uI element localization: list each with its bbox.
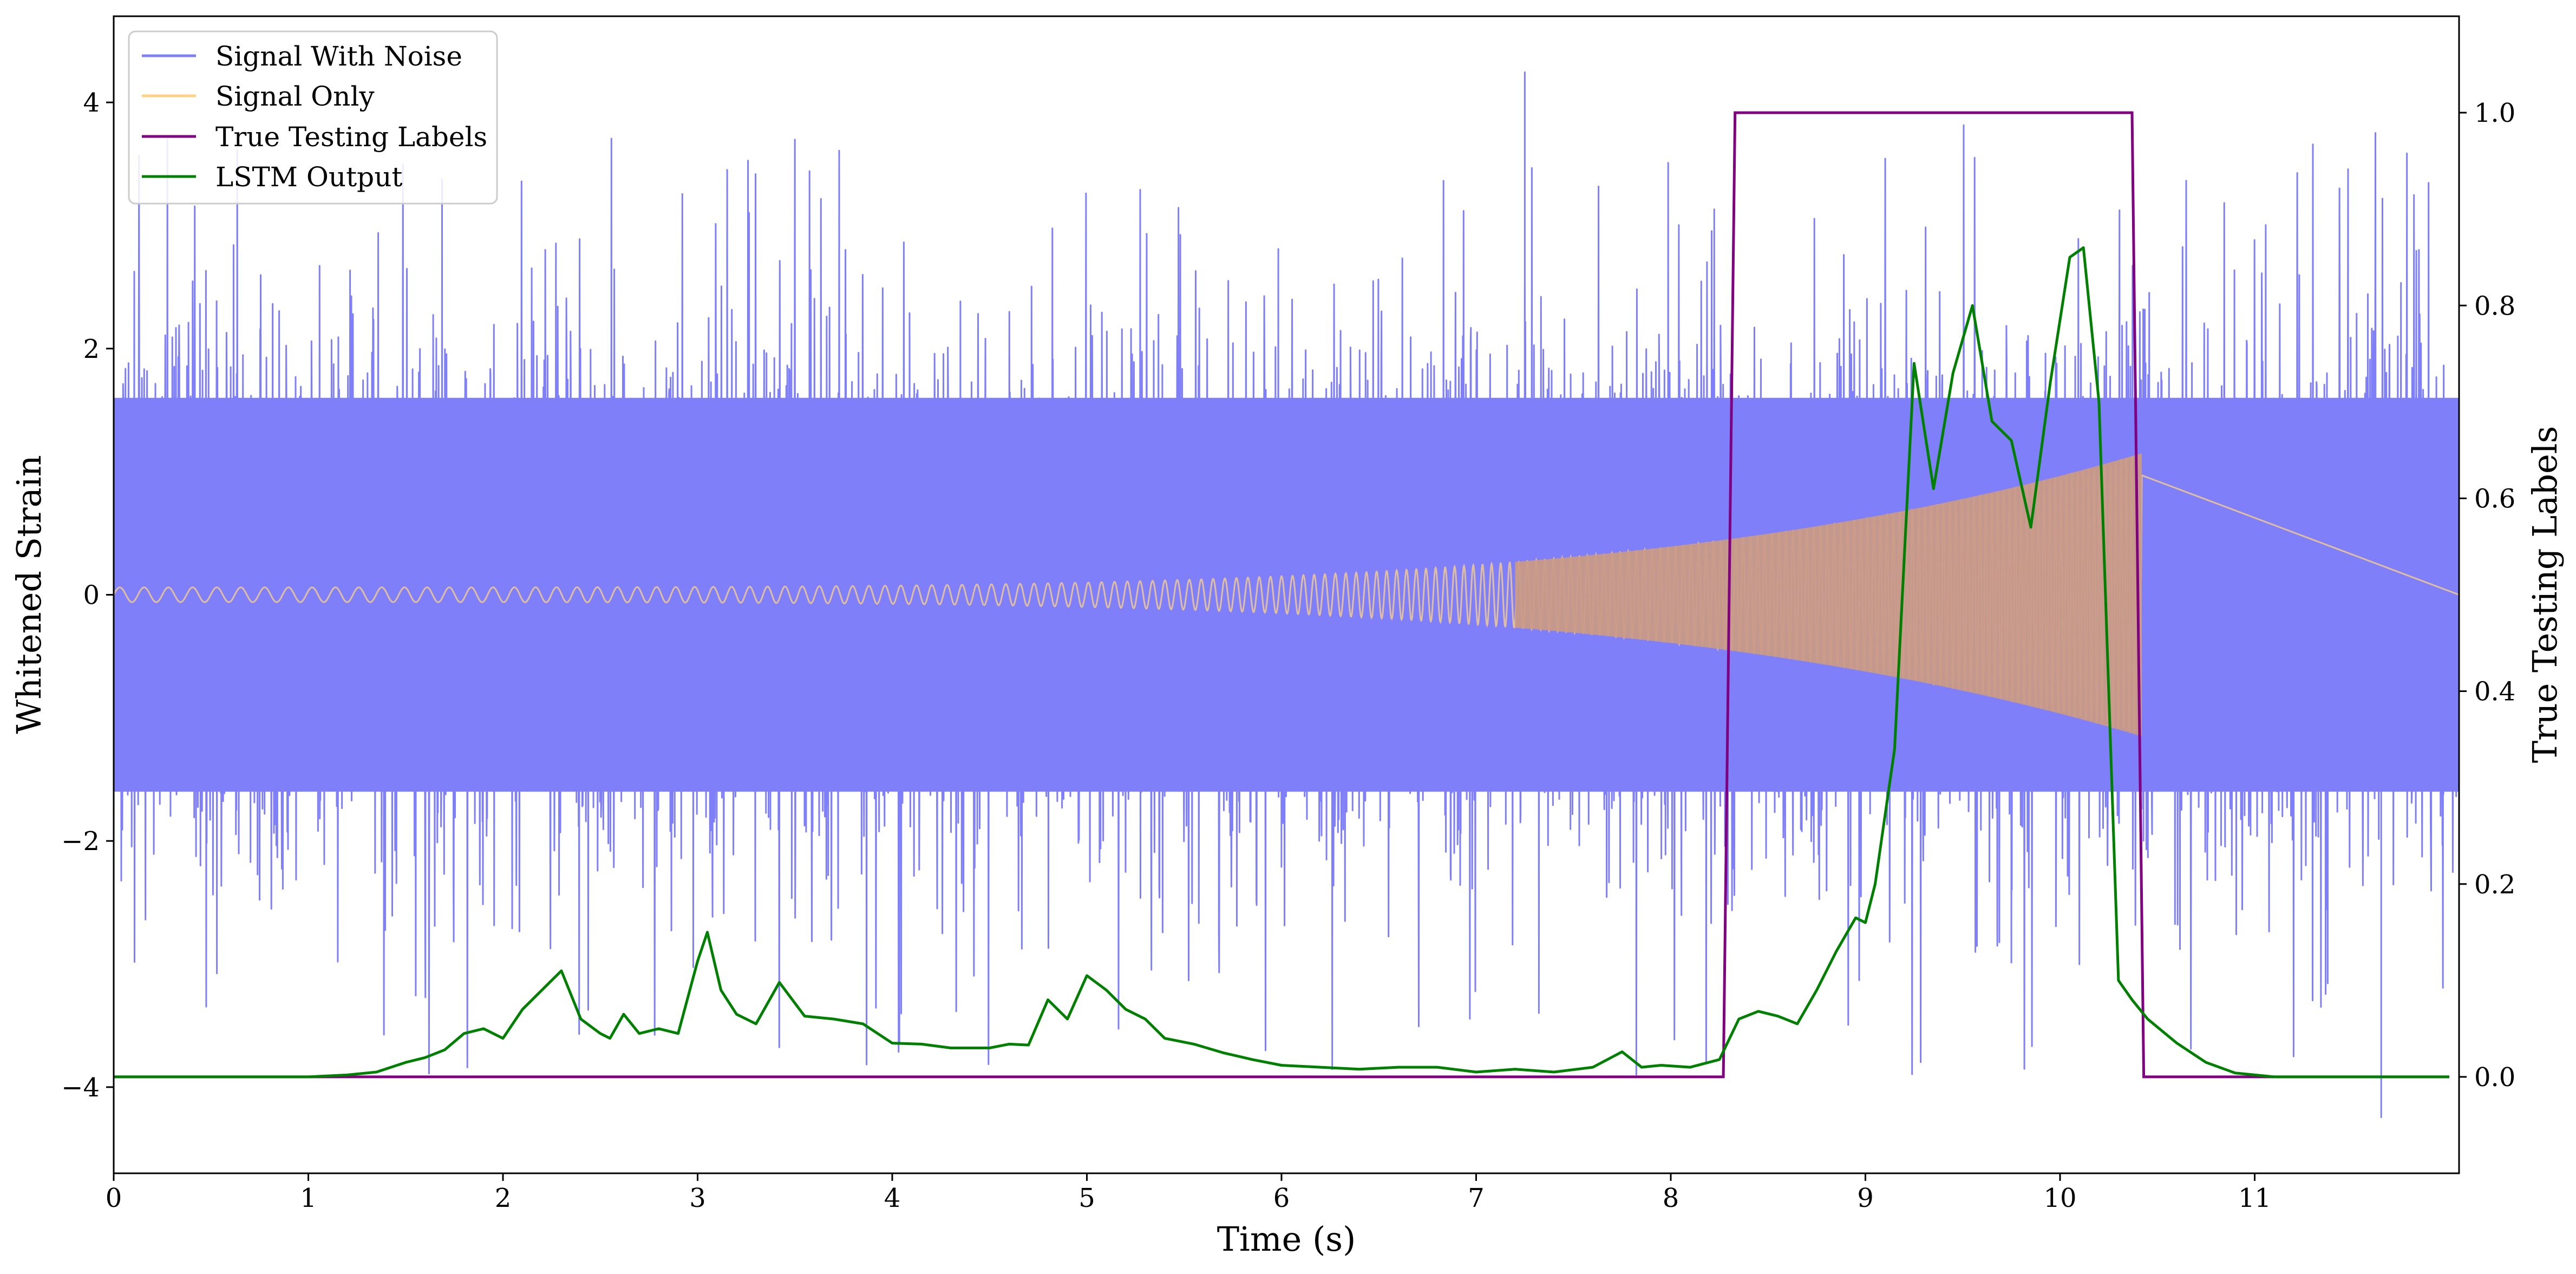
legend-box [128,30,498,205]
x-tick-label: 7 [1468,1183,1485,1213]
x-tick-label: 9 [1857,1183,1874,1213]
series-true-testing-labels [114,111,2449,1079]
y-axis-title: Whitened Strain [9,455,49,734]
x-tick-label: 6 [1273,1183,1290,1213]
x-tick-label: 0 [106,1183,122,1213]
x-tick-label: 10 [2043,1183,2076,1213]
y-tick-label: −4 [61,1073,100,1103]
x-axis-title: Time (s) [1217,1219,1356,1259]
series-lstm-output [114,246,2449,1079]
y-tick-label: 4 [83,88,100,118]
ticks-layer: 0 1 2 3 4 5 6 7 8 9 10 11 −4 −2 0 2 4 0.0 0.2 0.4 0.6 0.8 1.0 [61,88,2515,1213]
y2-axis-title: True Testing Labels [2525,426,2565,763]
y2-tick-label: 0.2 [2474,870,2515,900]
y2-tick-label: 0.4 [2474,677,2515,707]
y2-tick-label: 0.8 [2474,291,2515,321]
y-tick-label: 0 [83,580,100,611]
plot-layer [114,71,2459,1118]
x-tick-label: 2 [495,1183,512,1213]
y-tick-label: 2 [83,334,100,364]
legend-label-lstm-output: LSTM Output [215,161,402,193]
x-tick-label: 4 [884,1183,901,1213]
legend: Signal With Noise Signal Only True Testi… [128,30,498,205]
x-tick-label: 3 [689,1183,706,1213]
x-tick-label: 1 [300,1183,317,1213]
x-tick-label: 5 [1078,1183,1095,1213]
x-tick-label: 11 [2238,1183,2271,1213]
legend-label-signal-only: Signal Only [215,81,375,112]
x-tick-label: 8 [1663,1183,1679,1213]
legend-label-true-testing-labels: True Testing Labels [215,121,487,153]
y2-tick-label: 0.0 [2474,1062,2515,1093]
y2-tick-label: 0.6 [2474,484,2515,514]
y2-tick-label: 1.0 [2474,98,2515,128]
y-tick-label: −2 [61,826,100,857]
signal-only-envelope [1515,453,2142,736]
legend-label-signal-with-noise: Signal With Noise [215,41,462,72]
